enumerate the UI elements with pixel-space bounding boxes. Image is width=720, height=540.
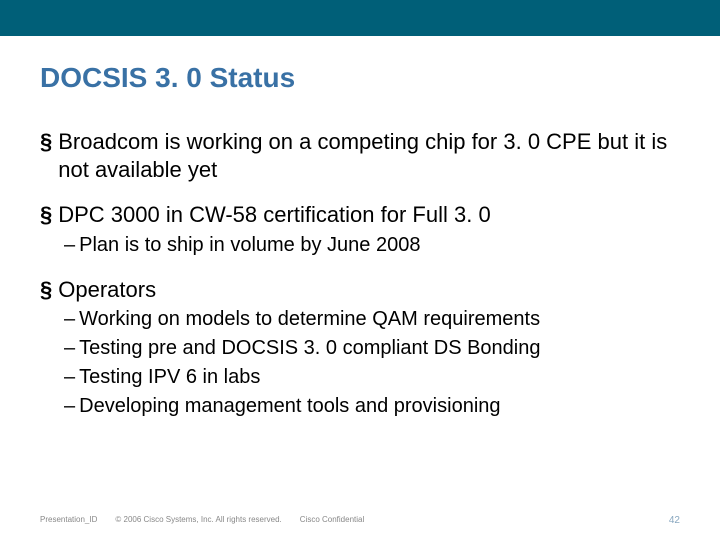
- content-area: § Broadcom is working on a competing chi…: [40, 120, 680, 419]
- bullet-mark: §: [40, 128, 52, 183]
- bullet-item: § Broadcom is working on a competing chi…: [40, 128, 680, 183]
- dash-mark: –: [64, 233, 75, 258]
- confidential-text: Cisco Confidential: [300, 515, 364, 526]
- sub-item: – Testing pre and DOCSIS 3. 0 compliant …: [64, 336, 680, 361]
- sub-item: – Working on models to determine QAM req…: [64, 307, 680, 332]
- dash-mark: –: [64, 336, 75, 361]
- sub-item: – Developing management tools and provis…: [64, 394, 680, 419]
- dash-mark: –: [64, 365, 75, 390]
- bullet-text: Broadcom is working on a competing chip …: [58, 128, 680, 183]
- sub-text: Developing management tools and provisio…: [79, 394, 500, 419]
- slide-title: DOCSIS 3. 0 Status: [40, 62, 295, 94]
- sub-text: Plan is to ship in volume by June 2008: [79, 233, 420, 258]
- bullet-item: § DPC 3000 in CW-58 certification for Fu…: [40, 201, 680, 229]
- bullet-mark: §: [40, 276, 52, 304]
- bullet-text: Operators: [58, 276, 156, 304]
- sub-text: Working on models to determine QAM requi…: [79, 307, 540, 332]
- footer-left: Presentation_ID © 2006 Cisco Systems, In…: [40, 515, 364, 526]
- sub-item: – Plan is to ship in volume by June 2008: [64, 233, 680, 258]
- sub-text: Testing pre and DOCSIS 3. 0 compliant DS…: [79, 336, 540, 361]
- presentation-id: Presentation_ID: [40, 515, 97, 526]
- top-bar: [0, 0, 720, 36]
- page-number: 42: [669, 515, 680, 526]
- copyright-text: © 2006 Cisco Systems, Inc. All rights re…: [115, 515, 281, 526]
- dash-mark: –: [64, 307, 75, 332]
- bullet-text: DPC 3000 in CW-58 certification for Full…: [58, 201, 490, 229]
- dash-mark: –: [64, 394, 75, 419]
- bullet-item: § Operators: [40, 276, 680, 304]
- slide: DOCSIS 3. 0 Status § Broadcom is working…: [0, 0, 720, 540]
- sub-text: Testing IPV 6 in labs: [79, 365, 260, 390]
- bullet-mark: §: [40, 201, 52, 229]
- footer: Presentation_ID © 2006 Cisco Systems, In…: [40, 515, 680, 526]
- sub-item: – Testing IPV 6 in labs: [64, 365, 680, 390]
